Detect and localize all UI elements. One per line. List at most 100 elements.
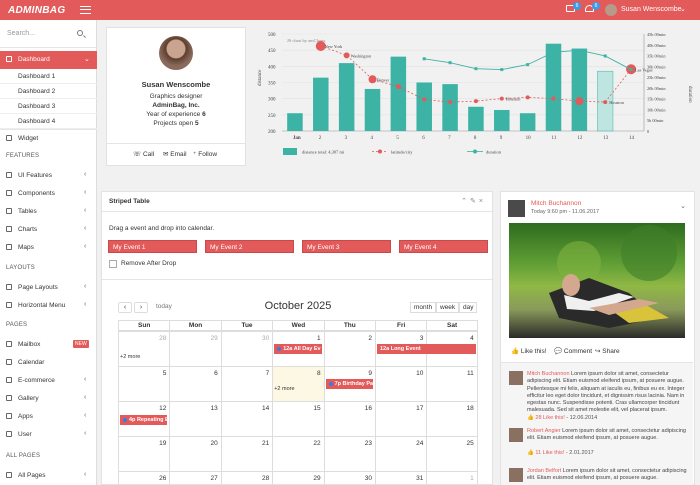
email-button[interactable]: ✉ Email [163,150,187,158]
event-item[interactable]: My Event 3 [302,240,391,253]
settings-icon[interactable]: ✎ [470,198,479,205]
sidebar-item-widget[interactable]: Widget [0,129,97,147]
sidebar-item-charts[interactable]: Charts ‹ [0,221,97,239]
calendar-today-button[interactable]: today [156,303,172,310]
event-item[interactable]: My Event 2 [205,240,294,253]
calendar-day-cell[interactable]: 27 [169,471,221,485]
calendar-day-cell[interactable]: 13 [169,401,221,436]
calendar-day-cell[interactable]: 12 [118,401,170,436]
comment-author[interactable]: Mitch Buchannon [527,371,570,377]
calendar-day-cell[interactable]: 26 [118,471,170,485]
chart-x-tick: 14 [629,136,635,141]
follow-button[interactable]: ⁺ Follow [193,150,217,158]
user-caret-icon[interactable]: ⌄ [680,6,686,13]
sidebar-item-label: Horizontal Menu [18,302,66,309]
calendar-event[interactable]: 12a Long Event [377,344,476,354]
calendar-day-cell[interactable]: 11 [426,366,478,401]
sidebar-subitem-dashboard-4[interactable]: Dashboard 4 [0,114,97,129]
sidebar-item-mailbox[interactable]: Mailbox NEW [0,336,97,354]
remove-after-drop-checkbox[interactable] [109,260,117,268]
chevron-down-icon[interactable]: ⌄ [680,203,686,210]
user-avatar[interactable] [605,4,617,16]
calendar-next-button[interactable]: › [134,302,148,313]
calendar-prev-button[interactable]: ‹ [118,302,132,313]
sidebar-subitem-dashboard-1[interactable]: Dashboard 1 [0,69,97,84]
sidebar-item-ui-features[interactable]: UI Features ‹ [0,167,97,185]
calendar-day-cell[interactable]: 1 [272,331,324,366]
calendar-day-cell[interactable]: 14 [220,401,273,436]
calendar-day-cell[interactable]: 28 [220,471,273,485]
sidebar-item-ecommerce[interactable]: E-commerce ‹ [0,372,97,390]
user-name[interactable]: Susan Wenscombe [621,6,682,13]
sidebar-search[interactable]: Search... [0,20,97,48]
calendar-view-day[interactable]: day [459,302,478,313]
calendar-day-cell[interactable]: 30 [323,471,375,485]
brand-logo[interactable]: ADMINBAG [8,5,66,16]
calendar-day-cell[interactable]: 29 [272,471,324,485]
sidebar-item-maps[interactable]: Maps ‹ [0,239,97,257]
sidebar-item-all-pages[interactable]: All Pages ‹ [0,467,97,485]
comment-author[interactable]: Robert Angier [527,428,561,434]
calendar-day-cell[interactable]: 20 [169,436,221,471]
calendar-day-number: 8 [316,370,321,377]
sidebar-subitem-dashboard-2[interactable]: Dashboard 2 [0,84,97,99]
comment-likes[interactable]: 👍 11 Like this! [527,450,564,456]
sidebar-item-tables[interactable]: Tables ‹ [0,203,97,221]
calendar-day-cell[interactable]: 8 [272,366,324,401]
comment-button[interactable]: 💬 Comment [554,347,592,355]
comment-author[interactable]: Jordan Belfort [527,468,562,474]
sidebar-item-dashboard[interactable]: Dashboard ⌄ [0,51,97,69]
share-button[interactable]: ↪ Share [595,347,620,355]
calendar-day-cell[interactable]: 5 [118,366,170,401]
calendar-day-cell[interactable]: 17 [375,401,427,436]
calendar-day-cell[interactable]: 21 [220,436,273,471]
feed-author-name[interactable]: Mitch Buchannon [531,200,582,207]
calendar-day-cell[interactable]: 24 [375,436,427,471]
calendar-view-month[interactable]: month [410,302,437,313]
sidebar-item-components[interactable]: Components ‹ [0,185,97,203]
calendar-day-cell[interactable]: 18 [426,401,478,436]
search-input[interactable]: Search... [7,30,36,37]
comment-likes[interactable]: 👍 28 Like this! [527,415,565,421]
calendar-day-cell[interactable]: 30 [220,331,273,366]
collapse-icon[interactable]: ⌃ [461,198,471,205]
calendar-event[interactable]: 4p Repeating E [120,415,168,425]
calendar-event-label: 7p Birthday Pa [334,381,373,387]
calendar-day-cell[interactable]: 23 [323,436,375,471]
sidebar-item-horizontal-menu[interactable]: Horizontal Menu ‹ [0,297,97,315]
sidebar-item-apps[interactable]: Apps ‹ [0,408,97,426]
event-item[interactable]: My Event 1 [108,240,197,253]
feed-photo[interactable] [509,223,685,338]
calendar-day-cell[interactable]: 22 [272,436,324,471]
sidebar-item-calendar[interactable]: Calendar [0,354,97,372]
sidebar-item-gallery[interactable]: Gallery ‹ [0,390,97,408]
calendar-day-cell[interactable]: 3 [375,331,427,366]
like-button[interactable]: 👍 Like this! [511,347,547,355]
calendar-day-cell[interactable]: 6 [169,366,221,401]
calendar-day-cell[interactable]: 25 [426,436,478,471]
calendar-day-cell[interactable]: 10 [375,366,427,401]
calendar-day-cell[interactable]: 9 [323,366,375,401]
calendar-day-cell[interactable]: 15 [272,401,324,436]
calendar-more-link[interactable]: +2 more [274,386,295,392]
sidebar-item-user[interactable]: User ‹ [0,426,97,444]
calendar-day-cell[interactable]: 31 [375,471,427,485]
close-icon[interactable]: × [478,198,486,205]
sidebar-item-page-layouts[interactable]: Page Layouts ‹ [0,279,97,297]
calendar-event[interactable]: 12a All Day Ev [274,344,322,354]
calendar-more-link[interactable]: +2 more [120,354,141,360]
calendar-day-cell[interactable]: 1 [426,471,478,485]
call-button[interactable]: ☏ Call [133,150,154,158]
calendar-day-cell[interactable]: 28 [118,331,170,366]
event-item[interactable]: My Event 4 [399,240,488,253]
menu-toggle-icon[interactable] [80,6,91,14]
calendar-day-cell[interactable]: 16 [323,401,375,436]
calendar-event[interactable]: 7p Birthday Pa [325,379,373,389]
search-icon[interactable] [77,30,83,36]
calendar-day-cell[interactable]: 7 [220,366,273,401]
sidebar-subitem-dashboard-3[interactable]: Dashboard 3 [0,99,97,114]
calendar-day-cell[interactable]: 2 [323,331,375,366]
calendar-view-week[interactable]: week [436,302,460,313]
calendar-day-cell[interactable]: 29 [169,331,221,366]
calendar-day-cell[interactable]: 19 [118,436,170,471]
